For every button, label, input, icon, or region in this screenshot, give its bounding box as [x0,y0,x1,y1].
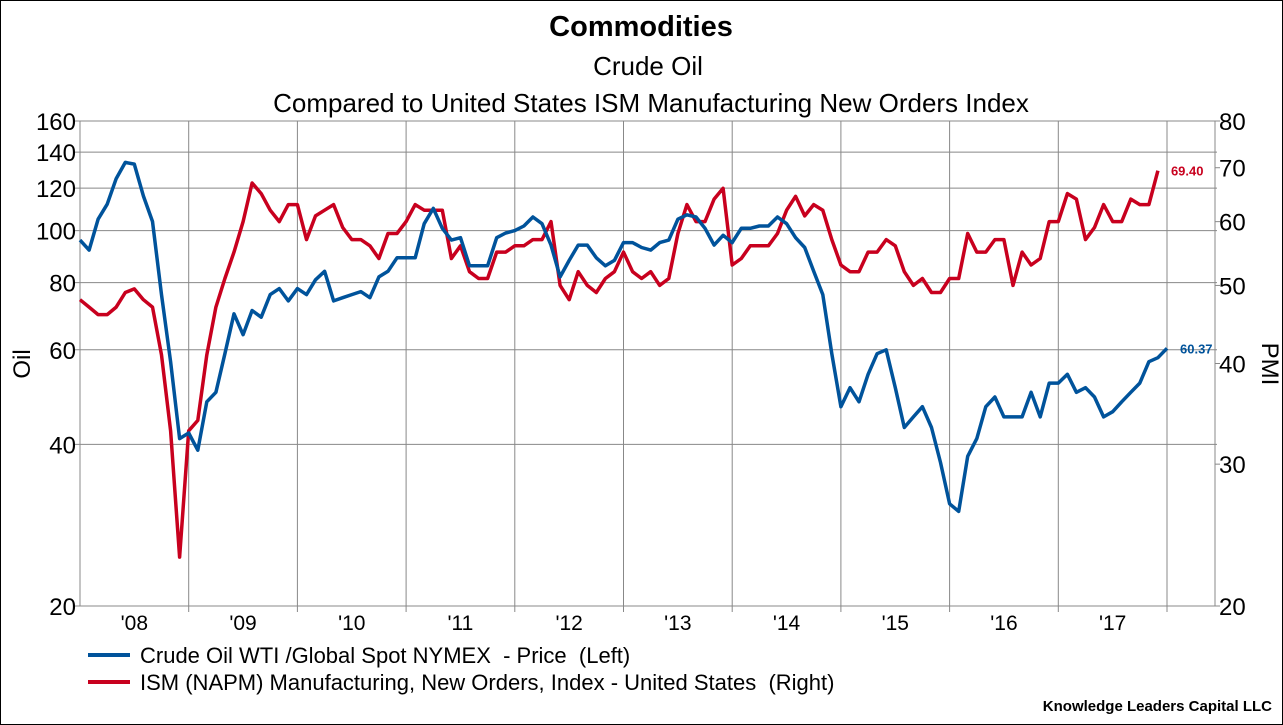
x-tick-label: '10 [338,612,365,635]
x-tick-label: '13 [664,612,691,635]
ism-new-orders-line [78,170,1160,559]
x-tick-label: '12 [555,612,582,635]
y-tick-label-right: 80 [1219,109,1246,136]
y-tick-label-left: 140 [36,140,76,167]
y-tick-label-right: 40 [1219,352,1246,379]
y-axis-right-label: PMI [1256,343,1283,386]
y-tick-label-left: 80 [49,271,76,298]
y-tick-label-left: 160 [36,109,76,136]
y-tick-label-right: 70 [1219,156,1246,183]
ism-last-value-label: 69.40 [1171,164,1204,179]
footer-source: Knowledge Leaders Capital LLC [1043,698,1272,715]
chart-subtitle-2: Compared to United States ISM Manufactur… [273,88,1029,118]
x-tick-label: '15 [882,612,909,635]
y-tick-label-left: 100 [36,219,76,246]
y-tick-label-left: 40 [49,432,76,459]
y-tick-label-right: 50 [1219,273,1246,300]
legend-label-oil: Crude Oil WTI /Global Spot NYMEX - Price… [140,643,630,668]
x-tick-label: '14 [773,612,801,635]
x-tick-label: '09 [229,612,256,635]
oil-price-line [78,160,1169,514]
y-axis-left-label: Oil [9,349,36,378]
x-tick-label: '16 [990,612,1017,635]
y-tick-label-left: 60 [49,338,76,365]
x-tick-label: '08 [121,612,148,635]
oil-last-value-label: 60.37 [1180,341,1213,356]
y-tick-label-left: 20 [49,594,76,621]
y-tick-label-right: 20 [1219,594,1246,621]
gridlines [74,120,1217,612]
legend: Crude Oil WTI /Global Spot NYMEX - Price… [88,643,834,695]
series-lines: 69.40 60.37 [78,160,1213,559]
chart-title: Commodities [549,11,733,43]
axes: 20 40 60 80 100 120 140 160 20 30 40 50 60 70 80 '08 '09… [36,109,1246,635]
y-tick-label-right: 60 [1219,210,1246,237]
legend-label-ism: ISM (NAPM) Manufacturing, New Orders, In… [140,670,834,695]
y-tick-label-right: 30 [1219,452,1246,479]
x-tick-label: '17 [1099,612,1126,635]
x-tick-label: '11 [448,612,474,635]
chart-subtitle: Crude Oil [593,51,703,81]
y-tick-label-left: 120 [36,176,76,203]
